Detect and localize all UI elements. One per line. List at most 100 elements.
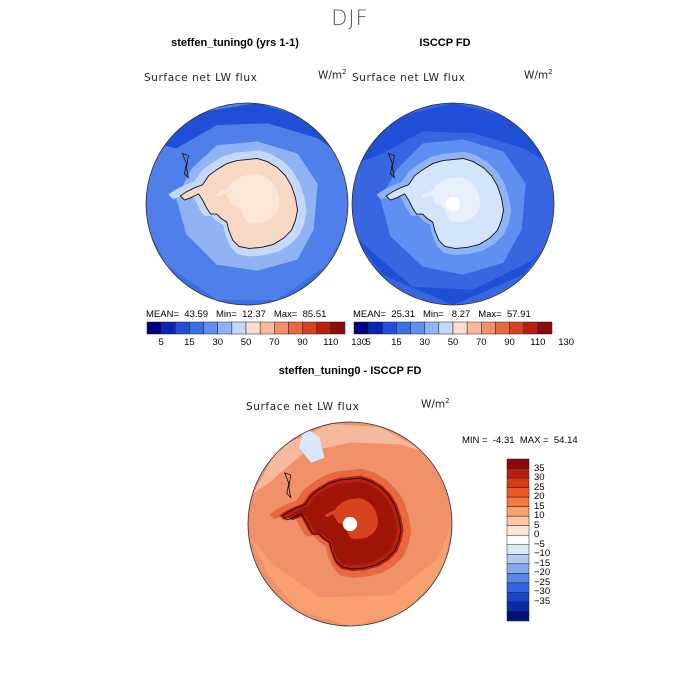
map-border xyxy=(351,102,555,306)
colorbar-tick-label: 50 xyxy=(240,337,252,348)
panel-title-diff: steffen_tuning0 - ISCCP FD xyxy=(278,365,422,377)
colorbar-swatch xyxy=(506,554,530,565)
panel-title-model: steffen_tuning0 (yrs 1-1) xyxy=(171,37,299,49)
colorbar-swatch xyxy=(523,321,539,335)
antarctica-coastline xyxy=(179,158,298,249)
colorbar-swatch xyxy=(382,321,397,335)
figure-title: DJF xyxy=(331,6,369,30)
colorbar-swatch xyxy=(506,601,530,612)
colorbar-swatch xyxy=(316,321,332,335)
contour-patch xyxy=(253,424,427,494)
colorbar-swatch xyxy=(175,321,190,335)
colorbar-tick-label: 20 xyxy=(534,491,545,503)
colorbar-swatch xyxy=(506,534,530,546)
contour-patch xyxy=(156,103,338,154)
colorbar-diff xyxy=(506,458,530,622)
colorbar-tick-label: 130 xyxy=(558,337,575,348)
panel-title-obs: ISCCP FD xyxy=(419,37,471,49)
pole-hole xyxy=(342,516,358,532)
colorbar-tick-label: 0 xyxy=(534,529,540,541)
contour-patch xyxy=(352,234,554,305)
colorbar-swatch xyxy=(438,321,454,335)
field-label-diff: Surface net LW flux xyxy=(246,401,360,413)
contour-band xyxy=(215,174,280,224)
colorbar-swatch xyxy=(367,321,383,335)
colorbar-tick-label: −25 xyxy=(534,576,551,588)
colorbar-swatch xyxy=(452,321,468,335)
map-border xyxy=(247,421,453,627)
south-america-coastline xyxy=(181,152,190,179)
antarctica-coastline xyxy=(281,477,402,570)
colorbar-swatch xyxy=(506,506,530,517)
colorbar-swatch xyxy=(506,468,530,479)
contour-patch xyxy=(299,427,325,463)
colorbar-tick-label: 35 xyxy=(534,462,545,474)
colorbar-swatch xyxy=(410,321,425,335)
colorbar-tick-label: −20 xyxy=(534,567,551,579)
colorbar-tick-label: 110 xyxy=(530,337,546,348)
units-diff: W/m2 xyxy=(421,397,450,411)
colorbar-swatch xyxy=(509,321,524,335)
colorbar-swatch xyxy=(506,477,530,488)
colorbar-tick-label: 130 xyxy=(351,337,368,348)
colorbar-swatch xyxy=(231,321,247,335)
pole-hole xyxy=(445,196,461,212)
colorbar-swatch xyxy=(424,321,440,335)
colorbar-swatch xyxy=(506,611,530,622)
colorbar-swatch xyxy=(353,321,369,335)
colorbar-tick-label: 15 xyxy=(391,337,402,348)
colorbar-tick-label: 30 xyxy=(534,472,545,484)
units-model: W/m2 xyxy=(318,68,347,82)
colorbar-tick-label: 50 xyxy=(447,337,459,348)
colorbar-swatch xyxy=(506,515,530,526)
colorbar-swatch xyxy=(506,563,530,574)
stats-obs: MEAN= 25.31 Min= 8.27 Max= 57.91 xyxy=(353,309,531,320)
stats-diff: MIN = -4.31 MAX = 54.14 xyxy=(462,435,578,446)
colorbar-swatch xyxy=(302,321,317,335)
colorbar-swatch xyxy=(537,321,553,335)
colorbar-tick-label: 90 xyxy=(297,337,308,348)
colorbar-tick-label: 10 xyxy=(534,510,545,522)
units-obs: W/m2 xyxy=(524,68,553,82)
colorbar-model xyxy=(146,321,346,335)
colorbar-tick-label: 70 xyxy=(475,337,487,348)
map-model xyxy=(145,102,349,306)
colorbar-swatch xyxy=(481,321,496,335)
colorbar-swatch xyxy=(506,525,530,536)
colorbar-swatch xyxy=(203,321,218,335)
colorbar-swatch xyxy=(506,544,530,555)
stats-model: MEAN= 43.59 Min= 12.37 Max= 85.51 xyxy=(146,309,327,320)
map-diff xyxy=(247,421,453,627)
colorbar-swatch xyxy=(330,321,346,335)
colorbar-tick-label: 5 xyxy=(534,519,540,531)
colorbar-swatch xyxy=(506,487,530,498)
colorbar-tick-label: 15 xyxy=(534,500,545,512)
map-obs xyxy=(351,102,555,306)
colorbar-tick-label: 25 xyxy=(534,481,545,493)
colorbar-swatch xyxy=(259,321,275,335)
colorbar-swatch xyxy=(396,321,411,335)
colorbar-obs xyxy=(353,321,553,335)
contour-patch xyxy=(248,524,452,626)
colorbar-swatch xyxy=(160,321,176,335)
colorbar-tick-label: 15 xyxy=(184,337,195,348)
colorbar-swatch xyxy=(274,321,289,335)
colorbar-tick-label: −5 xyxy=(534,538,545,550)
antarctica-coastline xyxy=(385,158,504,249)
colorbar-swatch xyxy=(217,321,233,335)
colorbar-swatch xyxy=(245,321,261,335)
field-label-obs: Surface net LW flux xyxy=(352,72,466,84)
colorbar-swatch xyxy=(189,321,204,335)
colorbar-tick-label: −35 xyxy=(534,595,551,607)
colorbar-tick-label: −15 xyxy=(534,557,551,569)
colorbar-swatch xyxy=(495,321,510,335)
colorbar-swatch xyxy=(146,321,162,335)
colorbar-tick-label: −10 xyxy=(534,548,551,560)
colorbar-tick-label: −30 xyxy=(534,586,551,598)
south-america-coastline xyxy=(284,472,292,499)
colorbar-tick-label: 30 xyxy=(419,337,430,348)
field-label-model: Surface net LW flux xyxy=(144,72,258,84)
map-border xyxy=(145,102,349,306)
colorbar-swatch xyxy=(288,321,303,335)
colorbar-swatch xyxy=(506,592,530,603)
